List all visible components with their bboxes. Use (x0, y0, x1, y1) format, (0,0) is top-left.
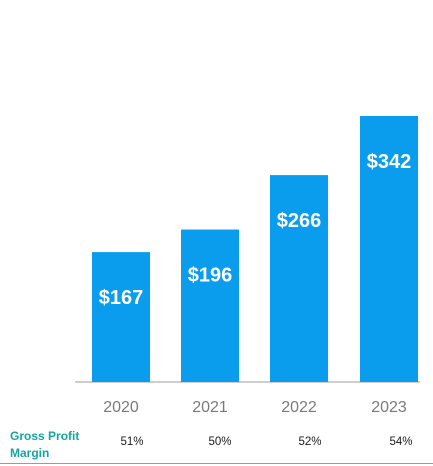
bar-value-label-2022: $266 (277, 210, 322, 232)
x-tick-labels-group: 2020 2021 2022 2023 (103, 399, 407, 416)
x-tick-label-2022: 2022 (281, 399, 317, 416)
x-tick-label-2020: 2020 (103, 399, 139, 416)
bar-value-label-2023: $342 (367, 151, 412, 173)
bar-2023 (360, 116, 418, 382)
x-tick-label-2023: 2023 (371, 399, 407, 416)
margin-value-2022: 52% (298, 436, 322, 448)
margin-value-2023: 54% (389, 436, 413, 448)
gross-profit-margin-label: Gross Profit Margin (10, 429, 80, 460)
margin-value-2020: 51% (120, 436, 144, 448)
bar-labels-group: $167 $196 $266 $342 (99, 151, 412, 309)
bars-group (92, 116, 418, 382)
bar-value-label-2021: $196 (188, 265, 233, 287)
table-bottom-rule (0, 463, 433, 464)
revenue-bar-chart: $167 $196 $266 $342 2020 2021 2022 2023 (75, 116, 420, 416)
bar-2020 (92, 252, 150, 382)
margin-value-2021: 50% (208, 436, 232, 448)
bar-2021 (181, 229, 239, 382)
x-tick-label-2021: 2021 (192, 399, 228, 416)
gross-profit-margin-row: Gross Profit Margin 51% 50% 52% 54% (0, 424, 433, 466)
bar-value-label-2020: $167 (99, 287, 144, 309)
bar-2022 (270, 175, 328, 382)
